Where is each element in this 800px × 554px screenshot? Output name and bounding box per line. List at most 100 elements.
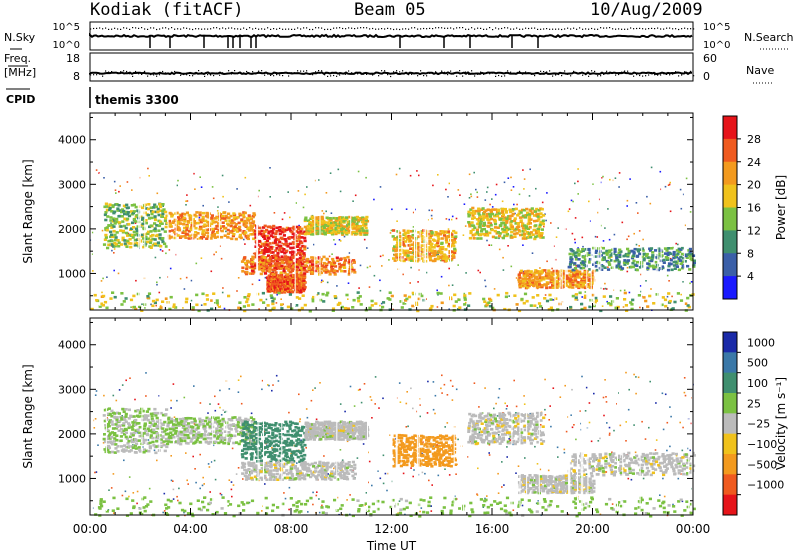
- power-echo-point: [222, 195, 224, 198]
- power-echo-cell: [631, 298, 635, 302]
- power-echo-cell: [548, 293, 552, 297]
- power-echo-cell: [128, 237, 132, 241]
- power-echo-cell: [688, 247, 692, 251]
- power-echo-cell: [492, 214, 497, 218]
- power-echo-cell: [314, 229, 318, 232]
- nsky-tick-top: 10^5: [53, 22, 80, 33]
- velocity-echo-point: [95, 390, 98, 392]
- power-echo-cell: [518, 283, 522, 287]
- velocity-echo-point: [288, 486, 291, 489]
- power-echo-cell: [667, 251, 671, 255]
- power-echo-cell: [125, 239, 130, 243]
- power-echo-cell: [149, 234, 153, 238]
- power-echo-cell: [619, 250, 623, 253]
- power-echo-cell: [355, 222, 359, 226]
- power-echo-point: [486, 191, 488, 193]
- nave-point: [462, 75, 464, 77]
- power-echo-cell: [335, 224, 339, 227]
- velocity-echo-point: [212, 444, 215, 447]
- power-echo-cell: [538, 270, 542, 273]
- velocity-echo-point: [231, 447, 234, 450]
- power-echo-cell: [573, 271, 577, 274]
- power-echo-cell: [602, 256, 606, 259]
- power-echo-cell: [677, 257, 681, 260]
- velocity-echo-point: [219, 406, 221, 409]
- power-echo-cell: [503, 234, 507, 238]
- power-echo-cell: [406, 254, 410, 257]
- power-echo-cell: [275, 247, 279, 250]
- power-echo-cell: [323, 232, 327, 236]
- velocity-echo-point: [136, 431, 139, 434]
- power-echo-point: [140, 226, 142, 228]
- power-echo-cell: [159, 220, 163, 224]
- power-echo-cell: [282, 243, 286, 246]
- power-echo-cell: [654, 265, 658, 269]
- power-echo-cell: [244, 235, 248, 238]
- power-echo-cell: [526, 227, 531, 230]
- nsearch-point: [444, 27, 446, 29]
- power-echo-cell: [463, 298, 467, 301]
- power-echo-point: [202, 204, 204, 207]
- velocity-echo-point: [346, 440, 349, 443]
- nsearch-point: [306, 27, 308, 29]
- power-echo-cell: [269, 234, 273, 238]
- velocity-echo-cell: [155, 436, 159, 440]
- power-echo-point: [614, 177, 617, 179]
- power-echo-cell: [543, 269, 547, 272]
- velocity-echo-cell: [148, 425, 152, 428]
- power-echo-cell: [692, 265, 696, 268]
- nsearch-point: [672, 28, 674, 30]
- velocity-echo-cell: [125, 437, 129, 440]
- power-echo-cell: [664, 304, 668, 308]
- power-echo-cell: [283, 257, 287, 260]
- velocity-echo-cell: [148, 421, 152, 424]
- nave-point: [201, 72, 203, 74]
- power-echo-cell: [317, 292, 321, 295]
- power-echo-cell: [669, 262, 673, 266]
- power-echo-cell: [598, 266, 602, 270]
- power-echo-point: [536, 307, 539, 309]
- nsearch-point: [498, 28, 500, 30]
- power-echo-cell: [298, 226, 302, 229]
- velocity-echo-point: [451, 399, 454, 401]
- power-echo-cell: [635, 264, 639, 267]
- power-echo-cell: [105, 205, 109, 208]
- power-echo-cell: [526, 274, 530, 278]
- power-echo-cell: [108, 203, 112, 206]
- nsearch-point: [666, 27, 668, 29]
- nsearch-point: [453, 28, 455, 30]
- power-echo-cell: [497, 212, 501, 215]
- power-echo-cell: [267, 236, 271, 240]
- velocity-echo-cell: [103, 440, 107, 444]
- velocity-echo-point: [683, 391, 686, 394]
- power-echo-cell: [398, 242, 403, 245]
- power-echo-cell: [335, 256, 339, 260]
- power-echo-cell: [538, 232, 542, 235]
- velocity-echo-cell: [108, 434, 112, 437]
- power-echo-cell: [608, 249, 612, 252]
- nave-point: [321, 70, 323, 72]
- power-echo-cell: [667, 264, 671, 268]
- power-echo-cell: [297, 236, 302, 239]
- power-echo-cell: [482, 216, 486, 219]
- power-echo-cell: [201, 292, 205, 296]
- power-echo-cell: [271, 231, 275, 235]
- power-echo-cell: [335, 219, 339, 222]
- velocity-echo-point: [664, 393, 667, 396]
- power-echo-point: [606, 300, 608, 303]
- power-echo-cell: [572, 268, 576, 272]
- power-echo-cell: [269, 294, 273, 297]
- power-echo-cell: [290, 253, 294, 257]
- power-echo-cell: [265, 235, 269, 238]
- power-echo-cell: [673, 300, 677, 304]
- nsearch-point: [201, 28, 203, 30]
- power-echo-cell: [500, 217, 504, 221]
- power-echo-cell: [197, 309, 201, 313]
- power-echo-cell: [320, 268, 324, 271]
- power-echo-cell: [608, 263, 612, 266]
- power-echo-cell: [265, 250, 269, 254]
- power-echo-point: [295, 202, 297, 204]
- power-echo-point: [689, 211, 692, 213]
- power-echo-cell: [279, 229, 283, 233]
- velocity-echo-cell: [149, 434, 153, 437]
